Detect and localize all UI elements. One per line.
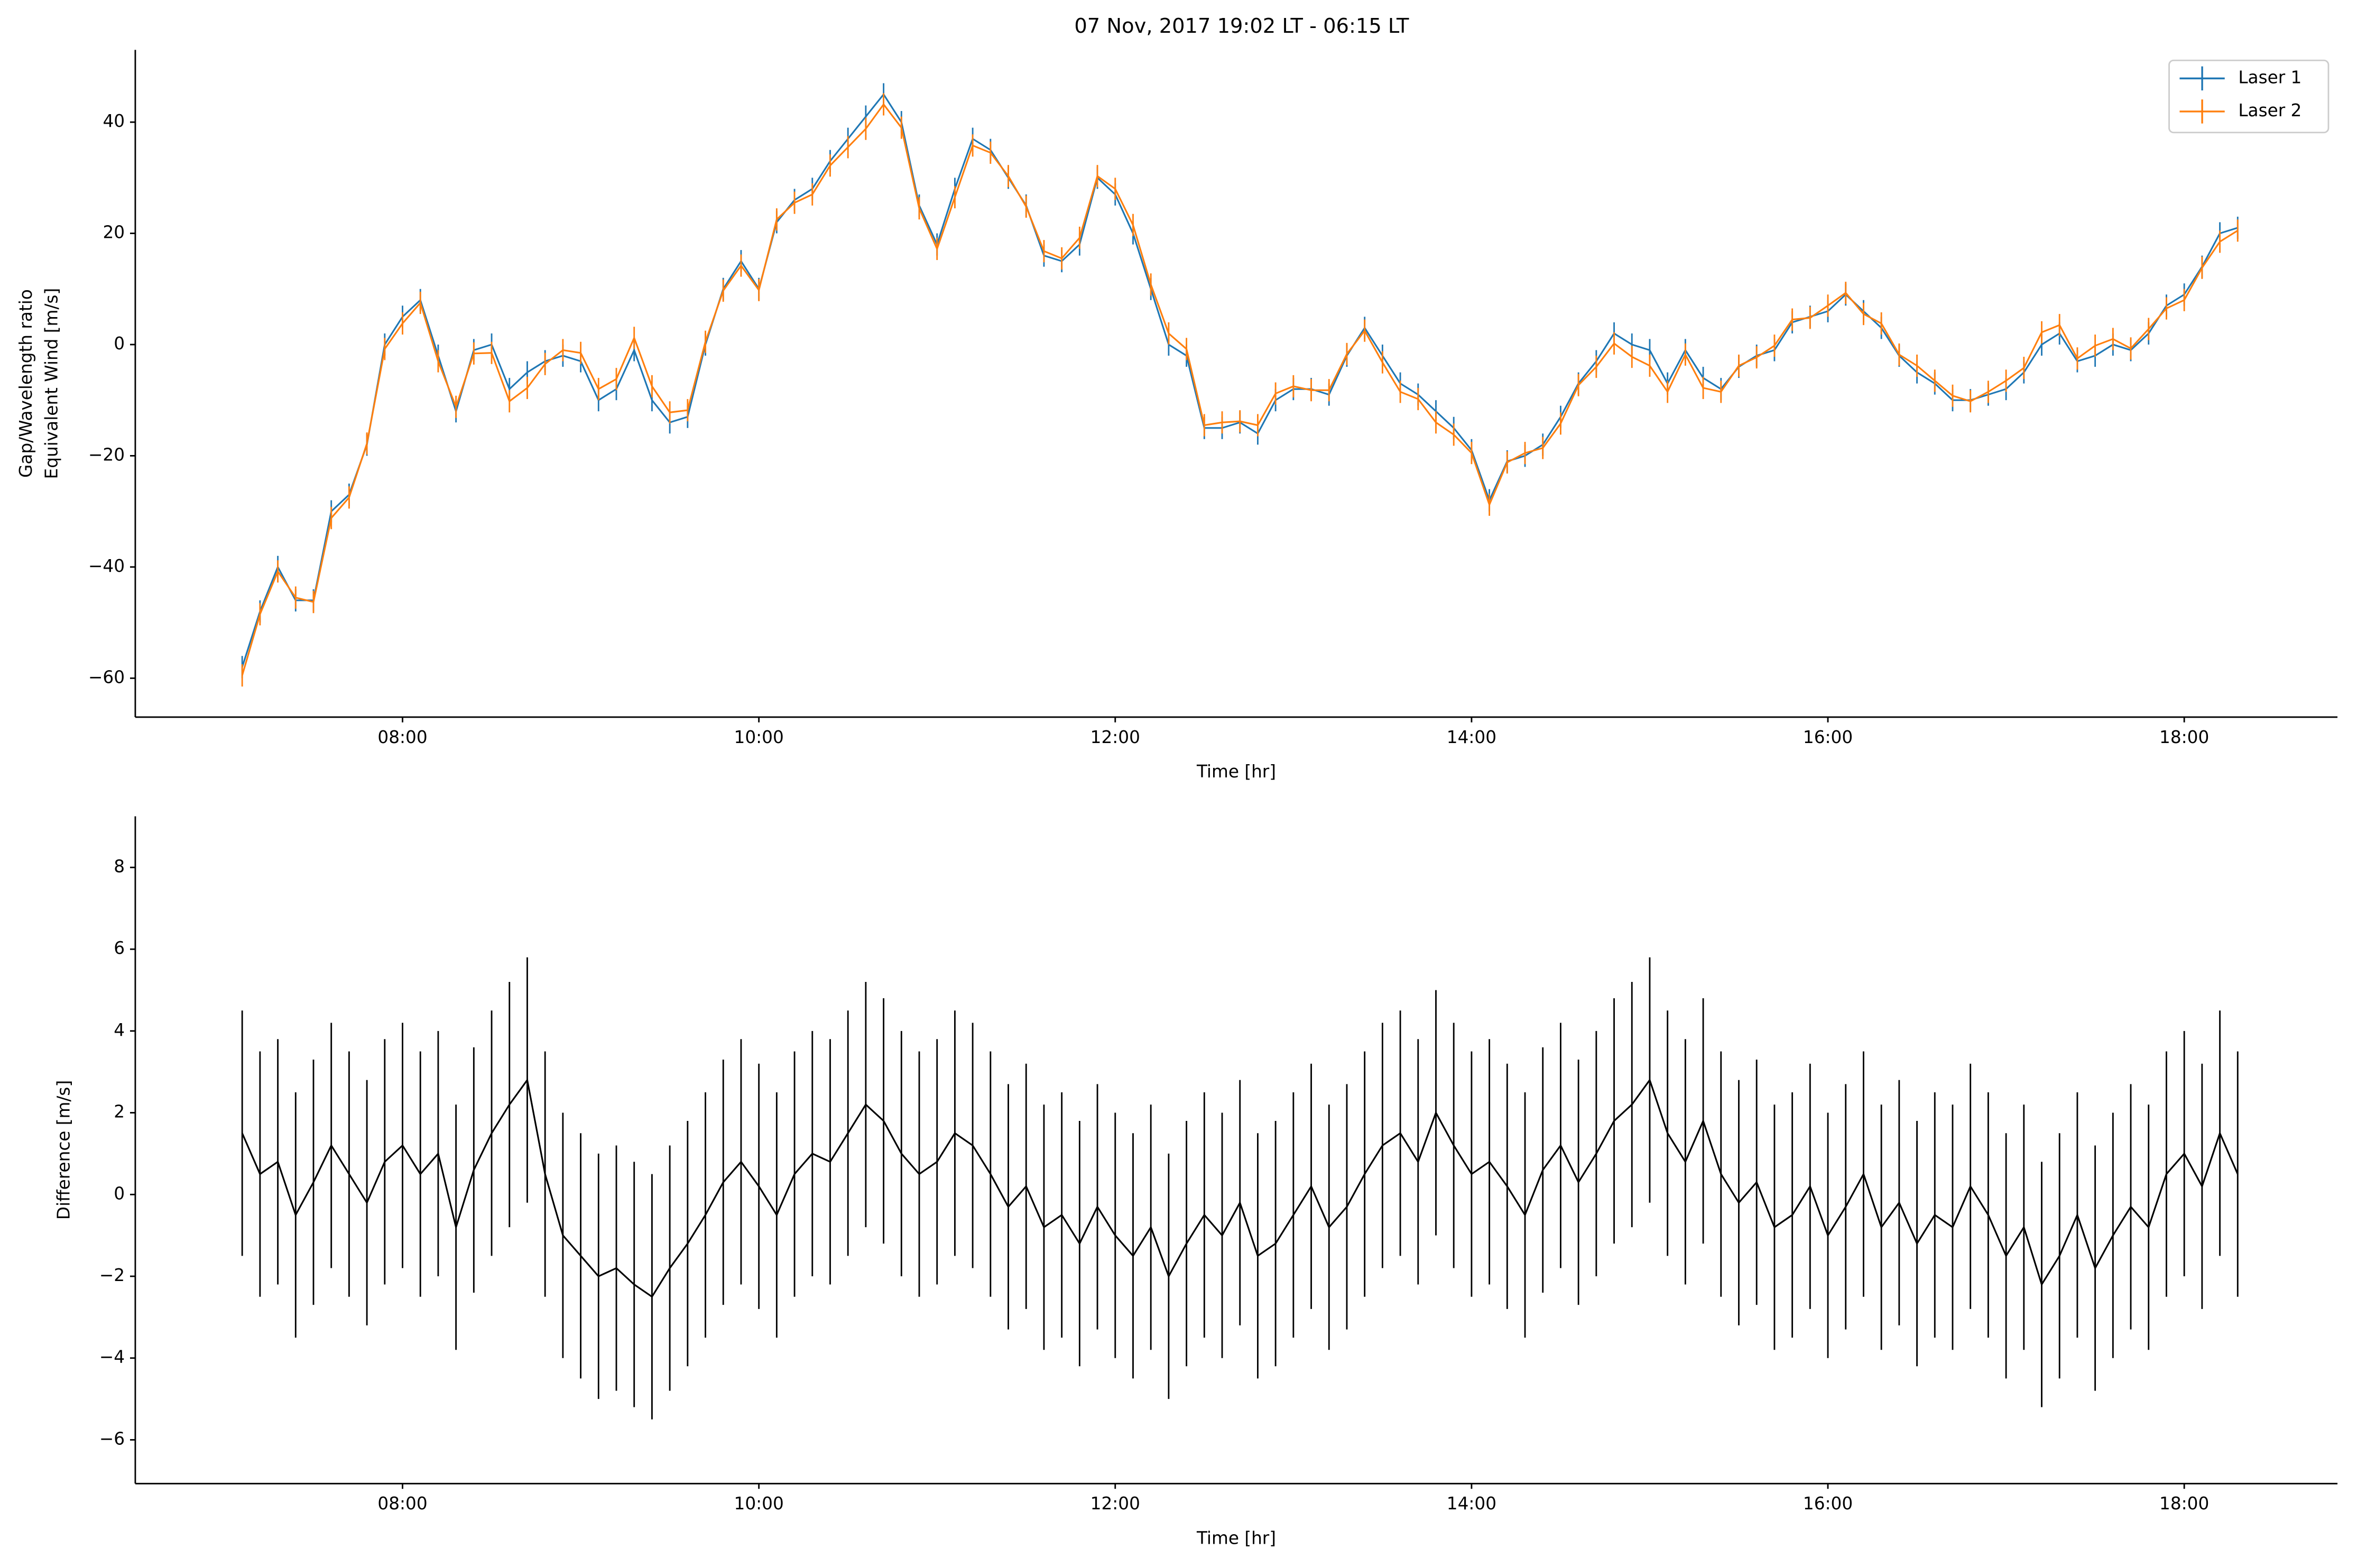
- x-tick-label: 10:00: [734, 727, 784, 747]
- y-axis-label: Equivalent Wind [m/s]: [42, 288, 62, 479]
- y-axis-label: Gap/Wavelength ratio: [16, 289, 36, 478]
- y-tick-label: −4: [99, 1347, 125, 1367]
- data-line: [241, 92, 2238, 667]
- y-tick-label: 6: [114, 938, 125, 958]
- y-tick-label: 20: [103, 222, 125, 243]
- data-line: [241, 1078, 2239, 1298]
- y-tick-label: 4: [114, 1020, 125, 1040]
- y-tick-label: −60: [88, 667, 125, 687]
- y-tick-label: 8: [114, 856, 125, 876]
- y-tick-label: −20: [88, 444, 125, 465]
- x-tick-label: 18:00: [2159, 1493, 2209, 1514]
- y-tick-label: −40: [88, 556, 125, 576]
- x-tick-label: 12:00: [1090, 727, 1140, 747]
- chart-title: 07 Nov, 2017 19:02 LT - 06:15 LT: [1074, 14, 1409, 38]
- x-tick-label: 16:00: [1803, 1493, 1853, 1514]
- x-tick-label: 14:00: [1447, 1493, 1496, 1514]
- y-tick-label: 0: [114, 333, 125, 354]
- x-tick-label: 08:00: [377, 1493, 427, 1514]
- x-tick-label: 08:00: [377, 727, 427, 747]
- y-axis-label: Difference [m/s]: [53, 1080, 73, 1220]
- x-tick-label: 14:00: [1447, 727, 1496, 747]
- data-line: [241, 103, 2239, 676]
- legend-label: Laser 2: [2238, 100, 2301, 120]
- y-tick-label: 40: [103, 111, 125, 131]
- legend-label: Laser 1: [2238, 67, 2301, 87]
- y-tick-label: 2: [114, 1102, 125, 1122]
- x-tick-label: 10:00: [734, 1493, 784, 1514]
- x-axis-label: Time [hr]: [1196, 1528, 1276, 1548]
- x-tick-label: 16:00: [1803, 727, 1853, 747]
- y-tick-label: −6: [99, 1428, 125, 1449]
- x-axis-label: Time [hr]: [1196, 762, 1276, 782]
- y-tick-label: −2: [99, 1265, 125, 1285]
- x-tick-label: 18:00: [2159, 727, 2209, 747]
- x-tick-label: 12:00: [1090, 1493, 1140, 1514]
- y-tick-label: 0: [114, 1183, 125, 1203]
